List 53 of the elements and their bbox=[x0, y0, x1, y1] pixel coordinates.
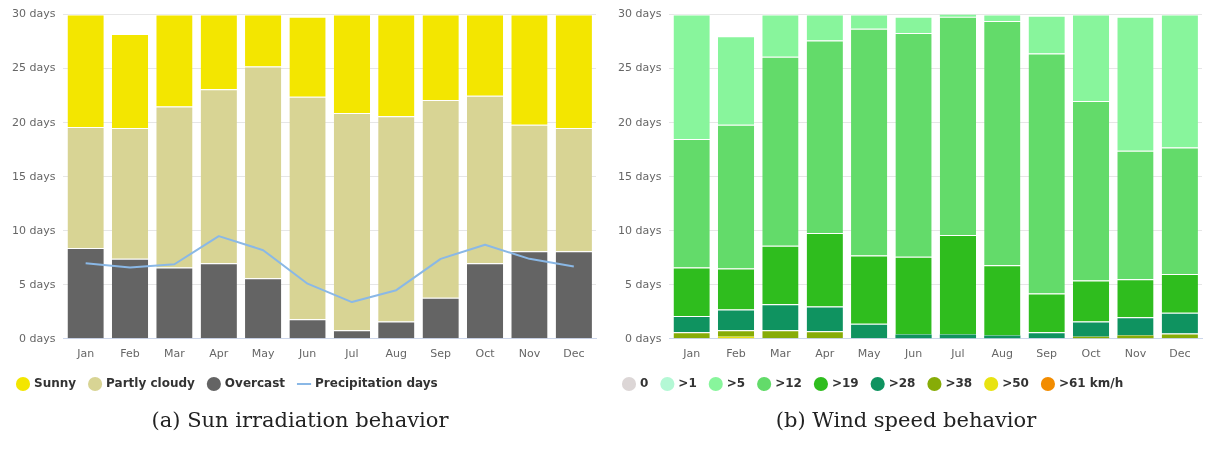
legend-label: Partly cloudy bbox=[106, 376, 196, 391]
legend-label: >61 km/h bbox=[1058, 376, 1124, 391]
x-tick-label: Aug bbox=[385, 347, 408, 361]
y-tick-label: 15 days bbox=[617, 169, 662, 183]
x-tick-label: Mar bbox=[770, 347, 792, 361]
x-tick-label: Sep bbox=[430, 347, 452, 361]
legend-label: >19 bbox=[831, 376, 859, 391]
y-tick-label: 30 days bbox=[11, 7, 56, 21]
text: (a) Sun irradiation behavior bbox=[150, 408, 450, 432]
y-tick-label: 25 days bbox=[11, 61, 56, 75]
y-tick-label: 5 days bbox=[624, 277, 662, 291]
x-tick-label: Feb bbox=[726, 347, 746, 361]
x-tick-label: Apr bbox=[815, 347, 835, 361]
x-tick-label: Nov bbox=[1124, 347, 1147, 361]
legend-label: >12 bbox=[775, 376, 802, 391]
x-tick-label: Oct bbox=[475, 347, 496, 361]
x-tick-label: Sep bbox=[1036, 347, 1058, 361]
y-tick-label: 20 days bbox=[617, 115, 662, 129]
x-tick-label: Jan bbox=[76, 347, 95, 361]
x-tick-label: Jan bbox=[682, 347, 701, 361]
x-tick-label: Jun bbox=[903, 347, 923, 361]
x-tick-label: Feb bbox=[120, 347, 140, 361]
y-tick-label: 20 days bbox=[11, 115, 56, 129]
x-tick-label: Jun bbox=[297, 347, 317, 361]
x-tick-label: Oct bbox=[1081, 347, 1102, 361]
x-tick-label: Jul bbox=[344, 347, 359, 361]
legend-label: Overcast bbox=[224, 376, 286, 391]
x-tick-label: Aug bbox=[991, 347, 1014, 361]
legend-label: >50 bbox=[1002, 376, 1029, 391]
y-tick-label: 15 days bbox=[11, 169, 56, 183]
y-tick-label: 10 days bbox=[11, 223, 56, 237]
y-tick-label: 0 days bbox=[18, 331, 56, 345]
legend-label: 0 bbox=[640, 376, 649, 391]
y-tick-label: 25 days bbox=[617, 61, 662, 75]
y-tick-label: 0 days bbox=[624, 331, 662, 345]
legend-label: Precipitation days bbox=[315, 376, 438, 391]
x-tick-label: May bbox=[251, 347, 276, 361]
legend-label: Sunny bbox=[34, 376, 77, 391]
x-tick-label: Dec bbox=[563, 347, 585, 361]
y-tick-label: 10 days bbox=[617, 223, 662, 237]
y-tick-label: 5 days bbox=[18, 277, 56, 291]
legend-label: >28 bbox=[888, 376, 916, 391]
x-tick-label: May bbox=[857, 347, 882, 361]
x-tick-label: Jul bbox=[950, 347, 965, 361]
legend-label: >5 bbox=[726, 376, 746, 391]
x-tick-label: Nov bbox=[518, 347, 541, 361]
text: (b) Wind speed behavior bbox=[774, 408, 1038, 432]
x-tick-label: Apr bbox=[209, 347, 229, 361]
x-tick-label: Mar bbox=[164, 347, 186, 361]
legend-label: >38 bbox=[945, 376, 973, 391]
y-tick-label: 30 days bbox=[617, 7, 662, 21]
x-tick-label: Dec bbox=[1169, 347, 1191, 361]
legend-label: >1 bbox=[678, 376, 697, 391]
